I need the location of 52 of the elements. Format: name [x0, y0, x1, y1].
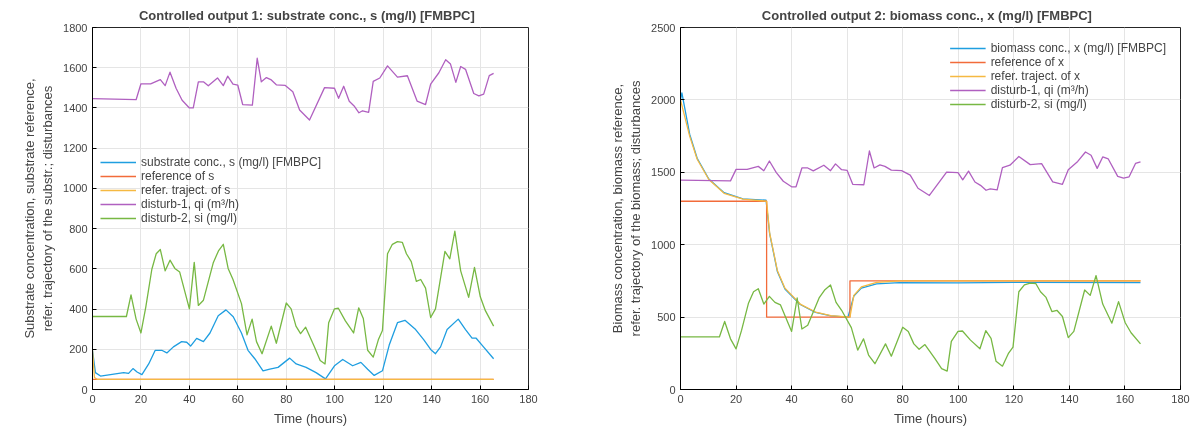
legend-label: refer. traject. of s: [141, 183, 231, 197]
chart-title: Controlled output 2: biomass conc., x (mg/l) [FMBPC]: [761, 7, 1092, 23]
x-tick-label: 0: [677, 392, 684, 405]
legend-label: disturb-1, qi (m³/h): [990, 83, 1089, 97]
y-tick-label: 1800: [63, 21, 88, 34]
x-tick-label: 20: [134, 392, 148, 405]
y-tick-label: 2000: [651, 93, 676, 106]
y-tick-label: 200: [69, 343, 88, 356]
legend-label: reference of s: [141, 169, 215, 183]
legend-label: disturb-1, qi (m³/h): [141, 197, 240, 211]
y-tick-label: 600: [69, 262, 88, 275]
chart-title: Controlled output 1: substrate conc., s (mg/l) [FMBPC]: [138, 7, 475, 23]
y-tick-label: 1000: [651, 238, 676, 251]
x-tick-label: 120: [373, 392, 393, 405]
y-axis-title: Biomass concentration, biomass reference, refer. trajectory of the biomass; disturbances: [610, 80, 644, 337]
y-tick-label: 0: [81, 383, 88, 396]
y-tick-label: 1600: [63, 61, 88, 74]
y-tick-label: 500: [657, 311, 676, 324]
x-axis-title: Time (hours): [273, 410, 348, 426]
y-tick-label: 2500: [651, 21, 676, 34]
y-tick-label: 1500: [651, 166, 676, 179]
x-tick-label: 0: [89, 392, 96, 405]
y-tick-label: 0: [669, 383, 676, 396]
x-tick-label: 20: [729, 392, 743, 405]
x-tick-label: 100: [949, 392, 968, 405]
x-tick-label: 160: [1115, 392, 1135, 405]
y-tick-label: 1000: [63, 182, 88, 195]
x-axis-title: Time (hours): [893, 410, 968, 426]
x-tick-label: 140: [1060, 392, 1079, 405]
y-tick-label: 800: [69, 222, 88, 235]
y-tick-label: 1400: [63, 101, 88, 114]
legend-label: reference of x: [990, 55, 1064, 69]
x-tick-label: 60: [231, 392, 244, 405]
legend-label: biomass conc., x (mg/l) [FMBPC]: [990, 41, 1166, 55]
legend-label: substrate conc., s (mg/l) [FMBPC]: [141, 155, 322, 169]
x-tick-label: 40: [183, 392, 196, 405]
x-tick-label: 40: [785, 392, 798, 405]
y-axis-title: Substrate concentration, substrate reference, refer. trajectory of the substr.; disturbances: [22, 78, 56, 339]
y-tick-label: 1200: [63, 142, 88, 155]
x-tick-label: 180: [1171, 392, 1190, 405]
x-tick-label: 180: [519, 392, 538, 405]
y-tick-label: 400: [69, 303, 88, 316]
legend-label: disturb-2, si (mg/l): [141, 211, 238, 225]
x-tick-label: 120: [1004, 392, 1024, 405]
x-tick-label: 80: [280, 392, 293, 405]
x-tick-label: 160: [470, 392, 490, 405]
x-tick-label: 60: [841, 392, 854, 405]
x-tick-label: 80: [896, 392, 909, 405]
x-tick-label: 140: [422, 392, 441, 405]
legend-label: refer. traject. of x: [990, 69, 1080, 83]
x-tick-label: 100: [325, 392, 344, 405]
legend-label: disturb-2, si (mg/l): [990, 97, 1087, 111]
